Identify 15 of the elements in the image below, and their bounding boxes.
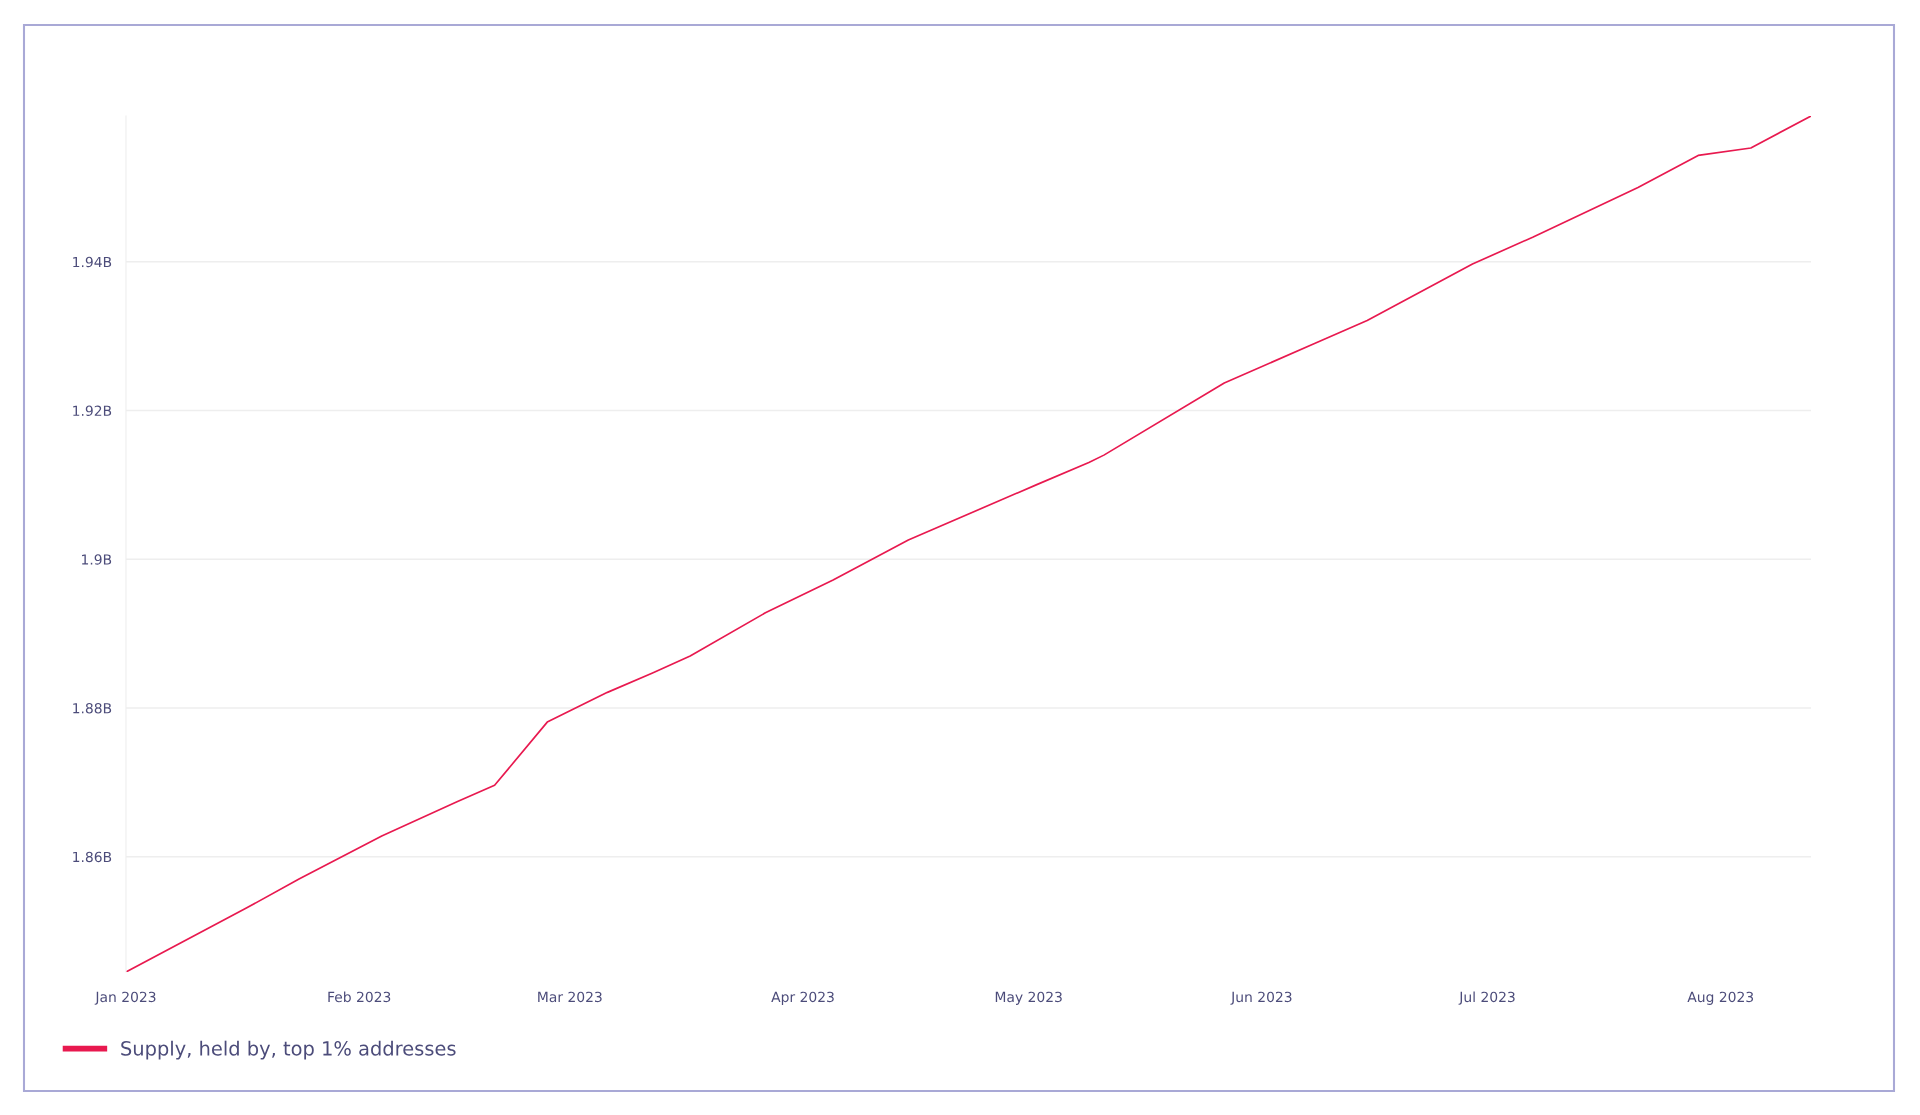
x-tick-label: Feb 2023	[328, 991, 391, 1003]
y-tick-label: 1.88B	[73, 702, 112, 714]
x-tick-label: Mar 2023	[538, 991, 602, 1003]
y-tick-label: 1.92B	[73, 405, 112, 416]
y-tick-label: 1.94B	[73, 256, 112, 268]
x-tick-label: Jan 2023	[94, 991, 156, 1005]
x-tick-label: Jun 2023	[1230, 991, 1292, 1005]
y-tick-label: 1.9B	[82, 554, 112, 565]
legend-label: Supply, held by, top 1% addresses	[121, 1040, 456, 1060]
x-tick-label: May 2023	[995, 991, 1062, 1005]
y-tick-label: 1.86B	[73, 851, 112, 863]
line-series	[126, 116, 1811, 972]
x-tick-label: Apr 2023	[771, 991, 834, 1005]
x-tick-label: Aug 2023	[1687, 991, 1754, 1005]
x-tick-label: Jul 2023	[1458, 991, 1515, 1005]
